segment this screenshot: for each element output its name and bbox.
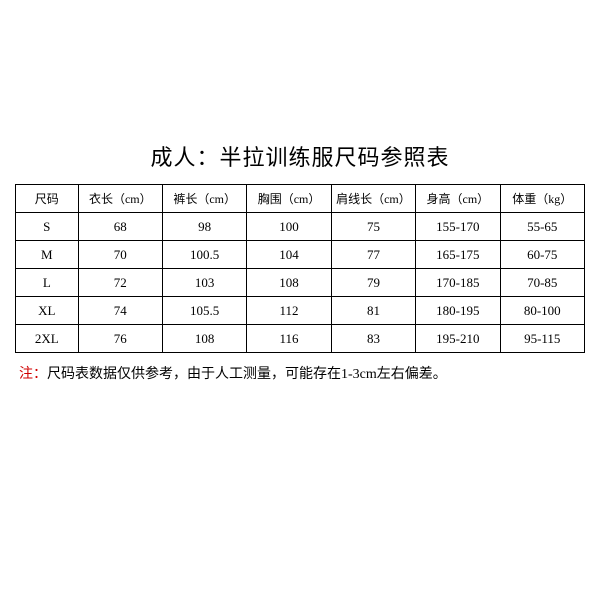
cell: 80-100	[500, 297, 584, 325]
cell: 108	[247, 269, 331, 297]
table-row: 2XL 76 108 116 83 195-210 95-115	[16, 325, 585, 353]
cell: 103	[162, 269, 246, 297]
cell: 77	[331, 241, 415, 269]
cell: 112	[247, 297, 331, 325]
table-row: XL 74 105.5 112 81 180-195 80-100	[16, 297, 585, 325]
cell: M	[16, 241, 79, 269]
col-top-length: 衣长（cm）	[78, 185, 162, 213]
cell: 98	[162, 213, 246, 241]
cell: 165-175	[416, 241, 500, 269]
cell: 104	[247, 241, 331, 269]
cell: 105.5	[162, 297, 246, 325]
cell: 100.5	[162, 241, 246, 269]
cell: 116	[247, 325, 331, 353]
cell: 108	[162, 325, 246, 353]
cell: L	[16, 269, 79, 297]
cell: 60-75	[500, 241, 584, 269]
cell: S	[16, 213, 79, 241]
cell: 155-170	[416, 213, 500, 241]
cell: 100	[247, 213, 331, 241]
chart-title: 成人：半拉训练服尺码参照表	[15, 140, 585, 172]
note-text: 注：尺码表数据仅供参考，由于人工测量，可能存在1-3cm左右偏差。	[15, 363, 585, 383]
cell: 83	[331, 325, 415, 353]
cell: 195-210	[416, 325, 500, 353]
table-row: M 70 100.5 104 77 165-175 60-75	[16, 241, 585, 269]
cell: 76	[78, 325, 162, 353]
col-height: 身高（cm）	[416, 185, 500, 213]
note-label: 注：	[19, 367, 47, 382]
col-pants-length: 裤长（cm）	[162, 185, 246, 213]
cell: 72	[78, 269, 162, 297]
cell: 170-185	[416, 269, 500, 297]
col-weight: 体重（kg）	[500, 185, 584, 213]
cell: 75	[331, 213, 415, 241]
note-body: 尺码表数据仅供参考，由于人工测量，可能存在1-3cm左右偏差。	[47, 367, 447, 382]
cell: 74	[78, 297, 162, 325]
cell: 79	[331, 269, 415, 297]
col-size: 尺码	[16, 185, 79, 213]
cell: 81	[331, 297, 415, 325]
cell: XL	[16, 297, 79, 325]
table-header-row: 尺码 衣长（cm） 裤长（cm） 胸围（cm） 肩线长（cm） 身高（cm） 体…	[16, 185, 585, 213]
cell: 180-195	[416, 297, 500, 325]
table-row: S 68 98 100 75 155-170 55-65	[16, 213, 585, 241]
col-shoulder: 肩线长（cm）	[331, 185, 415, 213]
cell: 70-85	[500, 269, 584, 297]
table-row: L 72 103 108 79 170-185 70-85	[16, 269, 585, 297]
size-chart-container: 成人：半拉训练服尺码参照表 尺码 衣长（cm） 裤长（cm） 胸围（cm） 肩线…	[15, 140, 585, 383]
cell: 2XL	[16, 325, 79, 353]
cell: 70	[78, 241, 162, 269]
col-chest: 胸围（cm）	[247, 185, 331, 213]
cell: 95-115	[500, 325, 584, 353]
cell: 68	[78, 213, 162, 241]
table-body: S 68 98 100 75 155-170 55-65 M 70 100.5 …	[16, 213, 585, 353]
size-table: 尺码 衣长（cm） 裤长（cm） 胸围（cm） 肩线长（cm） 身高（cm） 体…	[15, 184, 585, 353]
cell: 55-65	[500, 213, 584, 241]
